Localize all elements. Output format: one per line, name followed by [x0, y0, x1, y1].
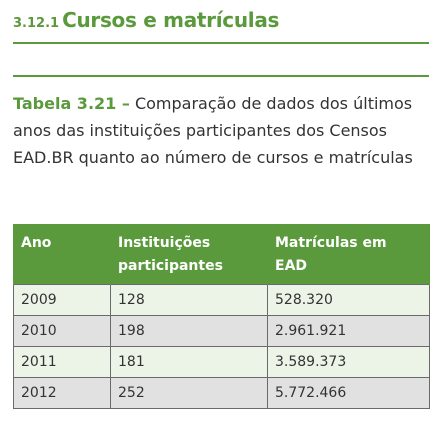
cell-instituicoes: 128 — [110, 284, 268, 316]
cell-matriculas: 528.320 — [267, 284, 430, 316]
data-table: Ano Instituições participantes Matrícula… — [13, 224, 430, 409]
table-header-row: Ano Instituições participantes Matrícula… — [13, 224, 430, 285]
table-caption: Tabela 3.21 – Comparação de dados dos úl… — [13, 90, 433, 171]
cell-matriculas: 5.772.466 — [267, 377, 430, 409]
cell-instituicoes: 181 — [110, 346, 268, 378]
cell-ano: 2010 — [13, 315, 111, 347]
cell-matriculas: 2.961.921 — [267, 315, 430, 347]
top-divider — [13, 42, 429, 44]
table-row: 2012 252 5.772.466 — [13, 377, 430, 409]
header-ano: Ano — [13, 224, 111, 285]
cell-matriculas: 3.589.373 — [267, 346, 430, 378]
header-matriculas: Matrículas em EAD — [267, 224, 430, 285]
table-row: 2011 181 3.589.373 — [13, 346, 430, 378]
header-instituicoes: Instituições participantes — [110, 224, 268, 285]
section-number: 3.12.1 — [13, 16, 60, 31]
table-row: 2009 128 528.320 — [13, 284, 430, 316]
section-heading: 3.12.1 Cursos e matrículas — [13, 8, 279, 32]
cell-instituicoes: 252 — [110, 377, 268, 409]
cell-ano: 2012 — [13, 377, 111, 409]
cell-ano: 2011 — [13, 346, 111, 378]
section-title: Cursos e matrículas — [62, 8, 280, 32]
cell-instituicoes: 198 — [110, 315, 268, 347]
table-caption-label: Tabela 3.21 – — [13, 94, 130, 113]
table-row: 2010 198 2.961.921 — [13, 315, 430, 347]
table-caption-text: Comparação de dados dos últimos anos das… — [13, 94, 413, 167]
bottom-divider — [13, 75, 429, 77]
cell-ano: 2009 — [13, 284, 111, 316]
